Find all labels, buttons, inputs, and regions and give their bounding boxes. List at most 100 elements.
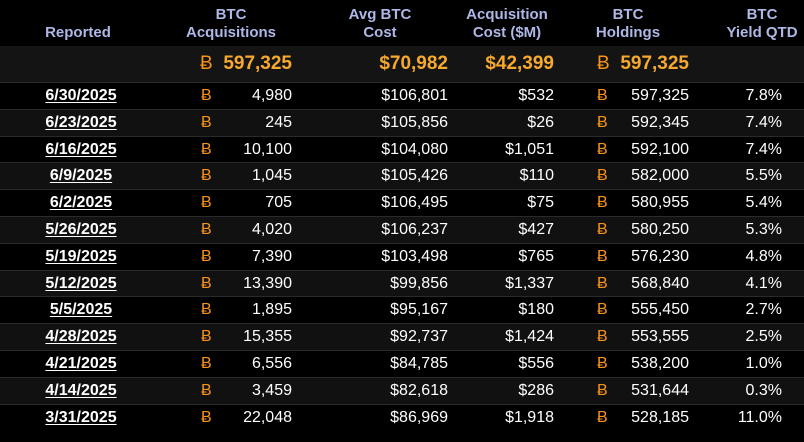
bitcoin-icon: Ƀ (597, 301, 608, 319)
header-btc-acquisitions-line2: Acquisitions (185, 24, 276, 41)
btc-acquisitions-cell: 13,390 (243, 274, 292, 292)
table-row: 6/2/2025 Ƀ 705 $106,495 $75 Ƀ 580,955 5.4% (0, 189, 804, 216)
bitcoin-icon: Ƀ (201, 355, 212, 372)
summary-acq-cost: $42,399 (485, 53, 554, 74)
btc-yield-qtd-cell: 5.5% (745, 167, 782, 185)
bitcoin-icon: Ƀ (201, 194, 212, 212)
header-btc-acquisitions[interactable]: BTC Acquisitions (178, 6, 284, 42)
summary-acquisitions: 597,325 (223, 53, 292, 74)
header-avg-btc-cost[interactable]: Avg BTC Cost (340, 6, 420, 42)
acquisition-cost-cell: $1,424 (505, 328, 554, 346)
reported-date-link[interactable]: 5/12/2025 (45, 274, 117, 292)
bitcoin-icon: Ƀ (597, 167, 608, 185)
btc-acquisitions-cell: 4,020 (251, 221, 292, 238)
bitcoin-icon: Ƀ (201, 247, 212, 265)
reported-date-link[interactable]: 4/21/2025 (45, 355, 117, 372)
bitcoin-icon: Ƀ (201, 140, 212, 158)
btc-acquisitions-cell: 22,048 (243, 408, 292, 426)
btc-holdings-cell: 576,230 (631, 247, 689, 265)
avg-btc-cost-cell: $99,856 (390, 274, 448, 292)
header-btc-holdings[interactable]: BTC Holdings (590, 6, 666, 42)
header-reported[interactable]: Reported (40, 24, 116, 42)
btc-holdings-cell: 592,100 (631, 140, 689, 158)
avg-btc-cost-cell: $106,237 (381, 221, 448, 238)
btc-holdings-cell: 580,250 (631, 221, 689, 238)
bitcoin-icon: Ƀ (597, 140, 608, 158)
btc-acquisitions-cell: 7,390 (251, 247, 292, 265)
bitcoin-icon: Ƀ (597, 247, 608, 265)
acquisition-cost-cell: $286 (518, 381, 554, 399)
btc-holdings-cell: 538,200 (631, 355, 689, 372)
btc-yield-qtd-cell: 0.3% (745, 381, 782, 399)
reported-date-link[interactable]: 6/30/2025 (45, 87, 117, 104)
table-row: 4/14/2025 Ƀ 3,459 $82,618 $286 Ƀ 531,644 0.3% (0, 376, 804, 404)
btc-yield-qtd-cell: 7.4% (745, 140, 782, 158)
header-btc-yield-qtd[interactable]: BTC Yield QTD (720, 6, 804, 42)
header-btc-acquisitions-line1: BTC (215, 6, 247, 23)
btc-holdings-cell: 553,555 (631, 328, 689, 346)
reported-date-link[interactable]: 6/9/2025 (49, 167, 113, 185)
reported-date-link[interactable]: 4/14/2025 (45, 381, 117, 399)
table-row: 4/21/2025 Ƀ 6,556 $84,785 $556 Ƀ 538,200 1.0% (0, 350, 804, 377)
btc-yield-qtd-cell: 7.8% (745, 87, 782, 104)
bitcoin-icon: Ƀ (597, 113, 608, 131)
bitcoin-icon: Ƀ (200, 53, 213, 74)
acquisition-cost-cell: $427 (518, 221, 554, 238)
bitcoin-icon: Ƀ (597, 328, 608, 346)
acquisition-cost-cell: $110 (519, 167, 554, 185)
avg-btc-cost-cell: $106,801 (381, 87, 448, 104)
reported-date-link[interactable]: 6/16/2025 (45, 140, 117, 158)
header-acquisition-cost[interactable]: Acquisition Cost ($M) (458, 6, 556, 42)
btc-holdings-cell: 580,955 (631, 194, 689, 212)
reported-date-link[interactable]: 5/5/2025 (49, 301, 113, 319)
table-row: 6/9/2025 Ƀ 1,045 $105,426 $110 Ƀ 582,000 5.5% (0, 162, 804, 190)
reported-date-link[interactable]: 5/19/2025 (45, 247, 117, 265)
avg-btc-cost-cell: $84,785 (390, 355, 448, 372)
acquisition-cost-cell: $75 (527, 194, 554, 212)
avg-btc-cost-cell: $106,495 (381, 194, 448, 212)
btc-acquisitions-cell: 245 (265, 113, 292, 131)
table-row: 5/26/2025 Ƀ 4,020 $106,237 $427 Ƀ 580,250 5.3% (0, 216, 804, 243)
btc-acquisitions-cell: 1,895 (251, 301, 292, 319)
bitcoin-icon: Ƀ (201, 221, 212, 238)
acquisition-cost-cell: $1,051 (505, 140, 554, 158)
btc-acquisitions-cell: 3,459 (251, 381, 292, 399)
btc-yield-qtd-cell: 2.5% (745, 328, 782, 346)
avg-btc-cost-cell: $95,167 (390, 301, 448, 319)
table-row: 6/30/2025 Ƀ 4,980 $106,801 $532 Ƀ 597,325 7.8% (0, 82, 804, 109)
bitcoin-icon: Ƀ (201, 301, 212, 319)
avg-btc-cost-cell: $103,498 (381, 247, 448, 265)
reported-date-link[interactable]: 4/28/2025 (45, 328, 117, 346)
table-row: 4/28/2025 Ƀ 15,355 $92,737 $1,424 Ƀ 553,555 2.5… (0, 323, 804, 351)
summary-row: Ƀ 597,325 $70,982 $42,399 Ƀ 597,325 (0, 46, 804, 82)
reported-date-link[interactable]: 6/23/2025 (45, 113, 117, 131)
header-btc-yield-qtd-line2: Yield QTD (726, 24, 798, 41)
bitcoin-icon: Ƀ (201, 87, 212, 104)
reported-date-link[interactable]: 5/26/2025 (45, 221, 117, 238)
bitcoin-icon: Ƀ (201, 274, 212, 292)
table-row: 6/16/2025 Ƀ 10,100 $104,080 $1,051 Ƀ 592,100 7.… (0, 135, 804, 163)
btc-yield-qtd-cell: 2.7% (745, 301, 782, 319)
bitcoin-icon: Ƀ (597, 87, 608, 104)
summary-holdings: 597,325 (620, 53, 689, 74)
btc-holdings-cell: 555,450 (631, 301, 689, 319)
btc-holdings-cell: 597,325 (631, 87, 689, 104)
acquisition-cost-cell: $765 (518, 247, 554, 265)
bitcoin-icon: Ƀ (201, 167, 212, 185)
reported-date-link[interactable]: 6/2/2025 (49, 194, 113, 212)
btc-yield-qtd-cell: 7.4% (745, 113, 782, 131)
reported-date-link[interactable]: 3/31/2025 (45, 408, 117, 426)
btc-yield-qtd-cell: 1.0% (745, 355, 782, 372)
btc-acquisitions-cell: 15,355 (243, 328, 292, 346)
header-btc-yield-qtd-line1: BTC (746, 6, 778, 23)
btc-acquisitions-cell: 10,100 (243, 140, 292, 158)
table-row: 5/5/2025 Ƀ 1,895 $95,167 $180 Ƀ 555,450 2.7% (0, 296, 804, 323)
header-reported-label: Reported (45, 24, 111, 41)
btc-yield-qtd-cell: 4.8% (745, 247, 782, 265)
table-row: 3/31/2025 Ƀ 22,048 $86,969 $1,918 Ƀ 528,185 11.… (0, 403, 804, 431)
bitcoin-icon: Ƀ (597, 408, 608, 426)
btc-acquisitions-cell: 6,556 (251, 355, 292, 372)
avg-btc-cost-cell: $82,618 (390, 381, 448, 399)
btc-holdings-cell: 568,840 (631, 274, 689, 292)
bitcoin-icon: Ƀ (201, 328, 212, 346)
